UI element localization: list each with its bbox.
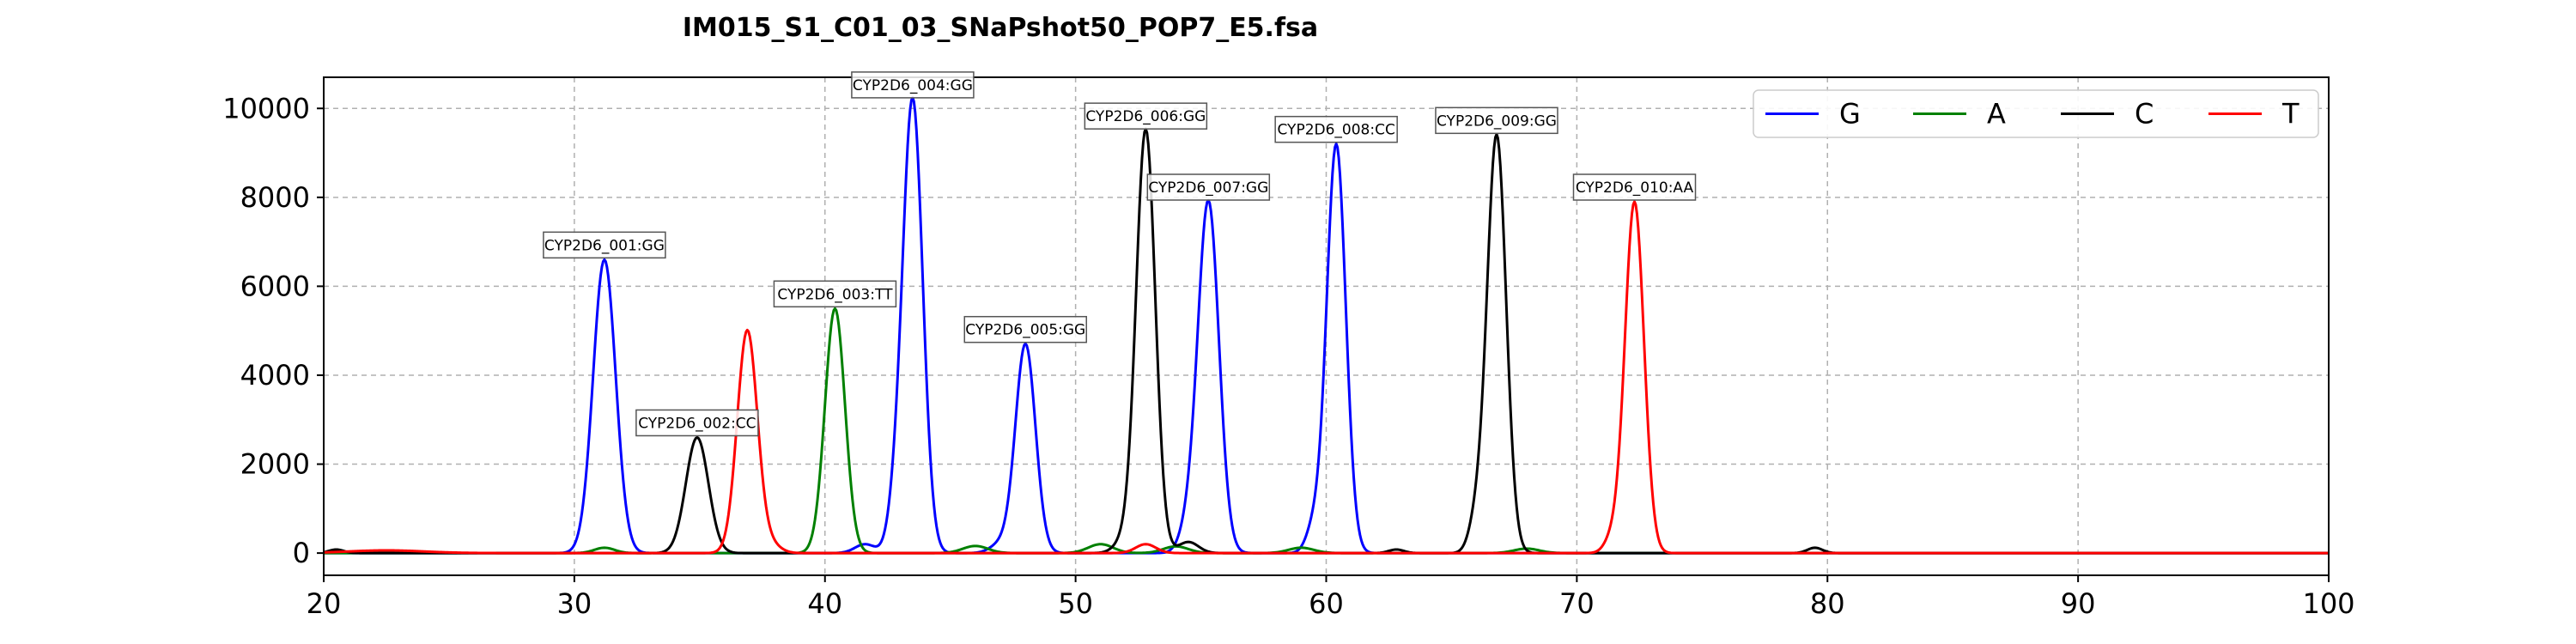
peak-annotation: CYP2D6_002:CC (635, 409, 759, 437)
annotation-label: CYP2D6_004:GG (853, 77, 973, 94)
y-tick-label: 10000 (222, 92, 310, 125)
x-tick-label: 30 (557, 587, 592, 620)
x-tick-label: 100 (2302, 587, 2354, 620)
legend-label: G (1839, 98, 1861, 131)
legend-item-C: C (2061, 98, 2154, 131)
legend-item-A: A (1913, 98, 2006, 131)
annotation-label: CYP2D6_002:CC (638, 415, 756, 432)
y-tick-label: 6000 (240, 270, 310, 302)
peak-annotation: CYP2D6_007:GG (1146, 173, 1271, 201)
annotation-label: CYP2D6_008:CC (1277, 122, 1394, 139)
annotation-box (1572, 173, 1697, 201)
annotation-box (1146, 173, 1271, 201)
peak-annotation: CYP2D6_004:GG (851, 71, 975, 99)
annotation-label: CYP2D6_009:GG (1437, 112, 1557, 130)
annotation-label: CYP2D6_001:GG (544, 237, 665, 254)
annotation-box (635, 409, 759, 437)
y-tick-label: 8000 (240, 181, 310, 214)
x-tick-label: 20 (307, 587, 342, 620)
annotation-box (1435, 106, 1558, 135)
x-tick-label: 40 (807, 587, 842, 620)
y-tick-label: 4000 (240, 359, 310, 392)
series-line-T (323, 200, 2330, 555)
legend-label: C (2135, 98, 2154, 131)
peak-annotation: CYP2D6_010:AA (1572, 173, 1697, 201)
x-tick-label: 70 (1559, 587, 1595, 620)
peak-annotation: CYP2D6_009:GG (1435, 106, 1558, 135)
legend-label: T (2281, 98, 2300, 131)
legend-label: A (1987, 98, 2006, 131)
legend-box (1753, 89, 2319, 138)
axes: 20 30 40 50 60 70 80 90 100 0 2000 4000 6000 8000 1000… (222, 92, 2354, 620)
annotation-label: CYP2D6_010:AA (1576, 179, 1694, 197)
x-tick-label: 90 (2061, 587, 2096, 620)
chart-title: IM015_S1_C01_03_SNaPshot50_POP7_E5.fsa (683, 13, 1318, 43)
peak-annotation: CYP2D6_003:TT (773, 280, 897, 308)
annotation-box (543, 231, 666, 259)
annotation-label: CYP2D6_003:TT (777, 286, 893, 303)
annotation-label: CYP2D6_007:GG (1148, 179, 1268, 197)
peak-annotation: CYP2D6_001:GG (543, 231, 666, 259)
annotation-box (851, 71, 975, 99)
legend-item-T: T (2208, 98, 2300, 131)
series-layer (323, 96, 2330, 555)
legend-item-G: G (1765, 98, 1861, 131)
annotation-label: CYP2D6_006:GG (1085, 108, 1206, 125)
x-tick-label: 50 (1058, 587, 1093, 620)
y-tick-label: 2000 (240, 448, 310, 481)
peak-annotation: CYP2D6_006:GG (1084, 102, 1208, 130)
annotations: CYP2D6_001:GG CYP2D6_002:CC CYP2D6_003:TT C… (543, 71, 1697, 437)
x-tick-label: 80 (1810, 587, 1845, 620)
annotation-box (963, 315, 1087, 343)
x-tick-label: 60 (1309, 587, 1344, 620)
peak-annotation: CYP2D6_005:GG (963, 315, 1087, 343)
annotation-box (1274, 115, 1398, 143)
annotation-box (1084, 102, 1208, 130)
peak-annotation: CYP2D6_008:CC (1274, 115, 1398, 143)
annotation-box (773, 280, 897, 308)
y-tick-label: 0 (293, 537, 310, 569)
annotation-label: CYP2D6_005:GG (965, 322, 1085, 339)
